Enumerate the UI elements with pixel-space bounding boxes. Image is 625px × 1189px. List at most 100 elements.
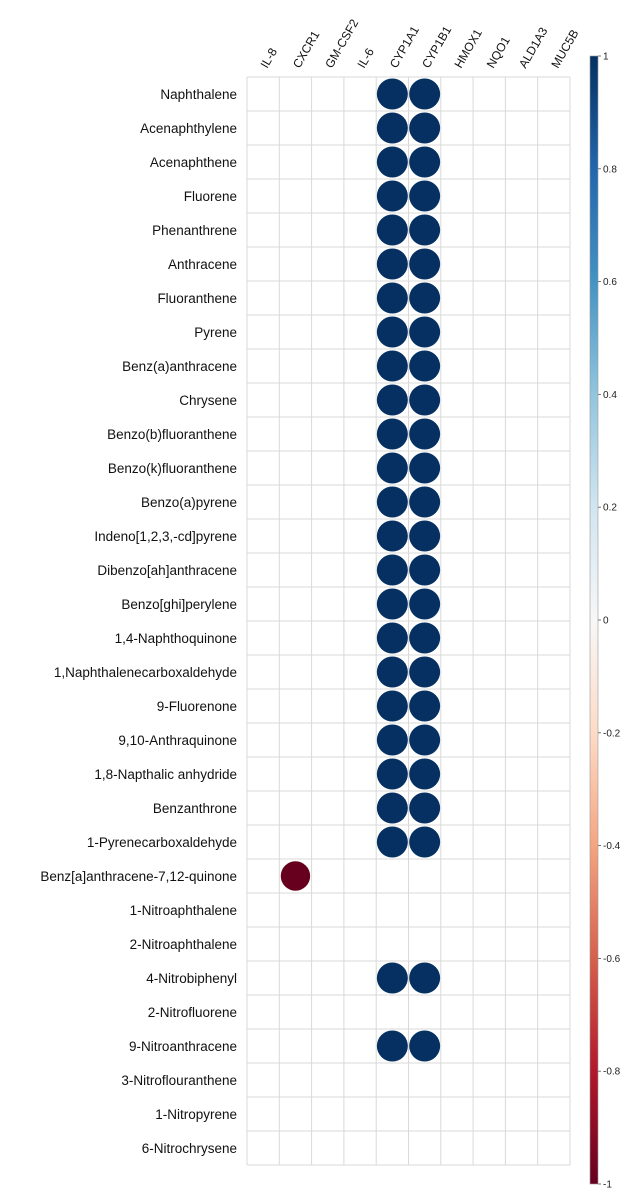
colorbar-tick-label: -0.8: [603, 1067, 621, 1078]
circle-acenaphthene-cyp1b1: [409, 146, 441, 178]
colorbar-gradient: [589, 55, 599, 1185]
circle-acenaphthylene-cyp1a1: [376, 112, 408, 144]
circle-benz-a-anthracene-cyp1a1: [376, 350, 408, 382]
circle-benzo-ghi-perylene-cyp1a1: [376, 588, 408, 620]
circle-pyrene-cyp1a1: [376, 316, 408, 348]
row-label-1-nitropyrene: 1-Nitropyrene: [155, 1107, 237, 1122]
column-label-muc5b: MUC5B: [548, 27, 581, 70]
row-label-9-10-anthraquinone: 9,10-Anthraquinone: [118, 733, 237, 748]
colorbar-tick-label: 0.4: [603, 390, 617, 401]
circle-naphthalene-cyp1a1: [376, 78, 408, 110]
row-label-1-nitroaphthalene: 1-Nitroaphthalene: [130, 903, 237, 918]
column-label-il-8: IL-8: [258, 45, 281, 70]
colorbar-tick-label: 0.8: [603, 164, 617, 175]
circle-indeno-1-2-3-cd-pyrene-cyp1b1: [409, 520, 441, 552]
colorbar-tick-label: 0.6: [603, 277, 617, 288]
row-label-1-4-naphthoquinone: 1,4-Naphthoquinone: [115, 631, 237, 646]
circle-dibenzo-ah-anthracene-cyp1a1: [376, 554, 408, 586]
row-label-fluorene: Fluorene: [184, 189, 237, 204]
circle-acenaphthylene-cyp1b1: [409, 112, 441, 144]
row-label-1-pyrenecarboxaldehyde: 1-Pyrenecarboxaldehyde: [87, 835, 237, 850]
circle-1-8-napthalic-anhydride-cyp1b1: [409, 758, 441, 790]
circle-benzo-a-pyrene-cyp1a1: [376, 486, 408, 518]
circle-9-10-anthraquinone-cyp1b1: [409, 724, 441, 756]
circle-anthracene-cyp1a1: [376, 248, 408, 280]
circle-indeno-1-2-3-cd-pyrene-cyp1a1: [376, 520, 408, 552]
row-label-2-nitroaphthalene: 2-Nitroaphthalene: [130, 937, 237, 952]
grid: [246, 76, 571, 1166]
circle-1-pyrenecarboxaldehyde-cyp1a1: [376, 826, 408, 858]
row-label-benzo-ghi-perylene: Benzo[ghi]perylene: [121, 597, 237, 612]
column-label-cyp1b1: CYP1B1: [419, 23, 454, 70]
circle-naphthalene-cyp1b1: [409, 78, 441, 110]
row-label-9-fluorenone: 9-Fluorenone: [157, 699, 237, 714]
colorbar-tick-label: -0.6: [603, 954, 621, 965]
row-label-anthracene: Anthracene: [168, 257, 237, 272]
circle-9-nitroanthracene-cyp1b1: [409, 1030, 441, 1062]
circle-fluorene-cyp1a1: [376, 180, 408, 212]
row-label-6-nitrochrysene: 6-Nitrochrysene: [142, 1141, 237, 1156]
colorbar-ticks: 1 0.8 0.6 0.4 0.2 0 -0.2 -0.4 -0.6 -0.8 -1: [598, 52, 621, 1189]
circle-pyrene-cyp1b1: [409, 316, 441, 348]
row-label-9-nitroanthracene: 9-Nitroanthracene: [129, 1039, 237, 1054]
colorbar-tick-label: 1: [603, 52, 609, 63]
row-label-benz-a-anthracene-7-12-quinone: Benz[a]anthracene-7,12-quinone: [40, 869, 237, 884]
row-label-indeno-1-2-3-cd-pyrene: Indeno[1,2,3,-cd]pyrene: [94, 529, 237, 544]
row-label-3-nitroflouranthene: 3-Nitroflouranthene: [121, 1073, 237, 1088]
circle-fluorene-cyp1b1: [409, 180, 441, 212]
row-label-4-nitrobiphenyl: 4-Nitrobiphenyl: [146, 971, 237, 986]
circle-4-nitrobiphenyl-cyp1a1: [376, 962, 408, 994]
circle-chrysene-cyp1a1: [376, 384, 408, 416]
row-label-1-8-napthalic-anhydride: 1,8-Napthalic anhydride: [94, 767, 237, 782]
circle-1-8-napthalic-anhydride-cyp1a1: [376, 758, 408, 790]
circle-1-pyrenecarboxaldehyde-cyp1b1: [409, 826, 441, 858]
circle-1-4-naphthoquinone-cyp1b1: [409, 622, 441, 654]
row-label-chrysene: Chrysene: [179, 393, 237, 408]
row-label-dibenzo-ah-anthracene: Dibenzo[ah]anthracene: [97, 563, 237, 578]
colorbar-tick-label: -0.2: [603, 728, 621, 739]
circle-benzo-a-pyrene-cyp1b1: [409, 486, 441, 518]
colorbar-legend: 1 0.8 0.6 0.4 0.2 0 -0.2 -0.4 -0.6 -0.8 -1: [589, 52, 621, 1189]
row-label-phenanthrene: Phenanthrene: [152, 223, 237, 238]
circle-9-nitroanthracene-cyp1a1: [376, 1030, 408, 1062]
circle-9-10-anthraquinone-cyp1a1: [376, 724, 408, 756]
circle-1-naphthalenecarboxaldehyde-cyp1b1: [409, 656, 441, 688]
circle-benz-a-anthracene-7-12-quinone-cxcr1: [280, 861, 311, 891]
circle-benz-a-anthracene-cyp1b1: [409, 350, 441, 382]
circle-fluoranthene-cyp1a1: [376, 282, 408, 314]
row-label-benzo-k-fluoranthene: Benzo(k)fluoranthene: [108, 461, 237, 476]
column-label-cyp1a1: CYP1A1: [387, 23, 422, 70]
circle-4-nitrobiphenyl-cyp1b1: [409, 962, 441, 994]
row-label-naphthalene: Naphthalene: [160, 87, 237, 102]
row-label-benz-a-anthracene: Benz(a)anthracene: [122, 359, 237, 374]
row-label-acenaphthene: Acenaphthene: [150, 155, 237, 170]
row-label-acenaphthylene: Acenaphthylene: [140, 121, 237, 136]
colorbar-tick-label: -0.4: [603, 841, 621, 852]
circle-fluoranthene-cyp1b1: [409, 282, 441, 314]
circle-benzo-k-fluoranthene-cyp1b1: [409, 452, 441, 484]
row-label-2-nitrofluorene: 2-Nitrofluorene: [148, 1005, 237, 1020]
circle-benzanthrone-cyp1a1: [376, 792, 408, 824]
column-label-nqo1: NQO1: [484, 34, 513, 71]
circle-benzanthrone-cyp1b1: [409, 792, 441, 824]
correlation-circles: [280, 78, 441, 1062]
column-label-cxcr1: CXCR1: [290, 28, 323, 71]
circle-benzo-b-fluoranthene-cyp1b1: [409, 418, 441, 450]
row-labels: Naphthalene Acenaphthylene Acenaphthene Flu…: [40, 87, 237, 1156]
row-label-1-naphthalenecarboxaldehyde: 1,Naphthalenecarboxaldehyde: [54, 665, 237, 680]
circle-1-naphthalenecarboxaldehyde-cyp1a1: [376, 656, 408, 688]
circle-dibenzo-ah-anthracene-cyp1b1: [409, 554, 441, 586]
row-label-benzo-a-pyrene: Benzo(a)pyrene: [141, 495, 237, 510]
circle-1-4-naphthoquinone-cyp1a1: [376, 622, 408, 654]
circle-chrysene-cyp1b1: [409, 384, 441, 416]
colorbar-tick-label: 0.2: [603, 503, 617, 514]
circle-benzo-ghi-perylene-cyp1b1: [409, 588, 441, 620]
circle-9-fluorenone-cyp1a1: [376, 690, 408, 722]
circle-benzo-k-fluoranthene-cyp1a1: [376, 452, 408, 484]
colorbar-tick-label: 0: [603, 616, 609, 627]
row-label-benzo-b-fluoranthene: Benzo(b)fluoranthene: [107, 427, 237, 442]
circle-9-fluorenone-cyp1b1: [409, 690, 441, 722]
circle-benzo-b-fluoranthene-cyp1a1: [376, 418, 408, 450]
row-label-fluoranthene: Fluoranthene: [157, 291, 237, 306]
